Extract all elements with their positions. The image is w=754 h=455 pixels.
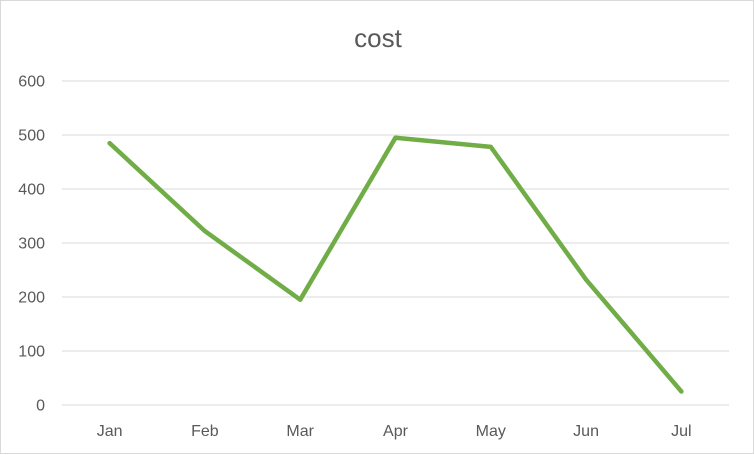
series-layer [107,135,684,394]
data-point-apr [393,135,398,140]
x-tick-label-may: May [476,423,506,440]
x-tick-label-jul: Jul [671,423,691,440]
y-tick-label: 200 [18,290,45,307]
gridlines [62,80,729,406]
data-point-mar [298,297,303,302]
y-axis-tick-labels: 0 100 200 300 400 500 600 [18,74,45,415]
chart-title: cost [354,23,402,53]
data-point-jan [107,141,112,146]
x-tick-label-feb: Feb [191,423,219,440]
y-tick-label: 300 [18,236,45,253]
series-line-0 [107,135,684,394]
y-tick-label: 100 [18,344,45,361]
x-tick-label-jan: Jan [97,423,123,440]
y-tick-label: 0 [36,398,45,415]
x-axis-tick-labels: Jan Feb Mar Apr May Jun Jul [97,423,692,440]
y-tick-label: 600 [18,74,45,91]
x-tick-label-jun: Jun [573,423,599,440]
data-point-feb [202,229,207,234]
data-point-jul [679,389,684,394]
y-tick-label: 500 [18,128,45,145]
data-point-may [488,144,493,149]
data-point-jun [584,277,589,282]
x-tick-label-apr: Apr [383,423,409,440]
x-tick-label-mar: Mar [286,423,314,440]
y-tick-label: 400 [18,182,45,199]
